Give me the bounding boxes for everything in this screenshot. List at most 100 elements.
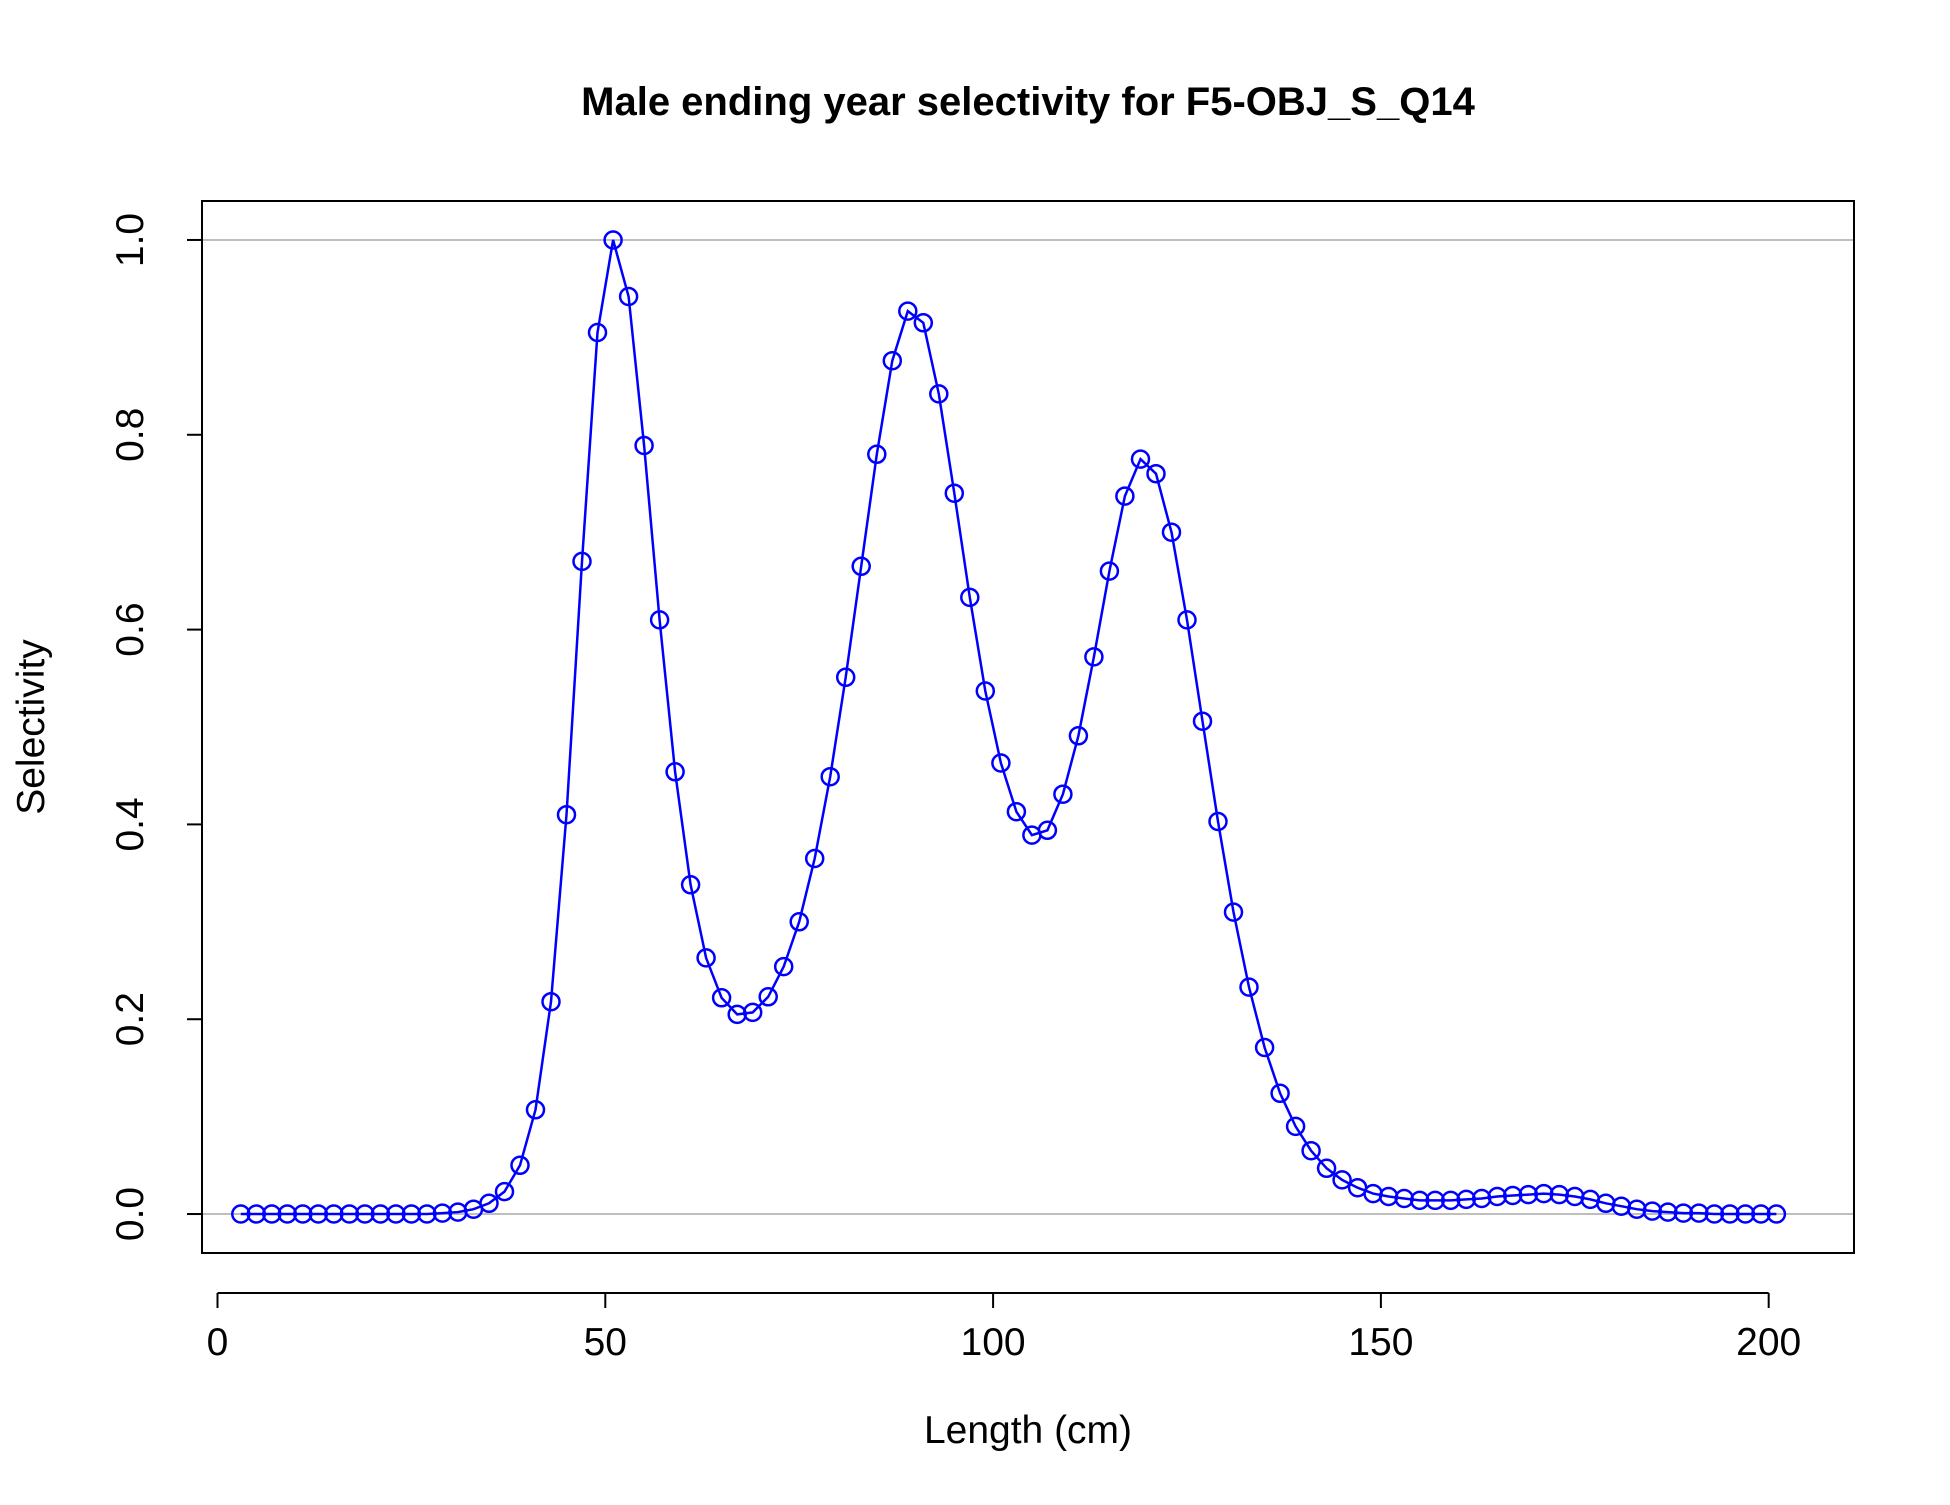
data-point xyxy=(1720,1204,1740,1224)
data-point xyxy=(913,313,934,333)
data-point xyxy=(804,848,825,869)
data-point xyxy=(680,875,701,895)
y-axis-label: Selectivity xyxy=(10,639,53,815)
data-point xyxy=(1316,1158,1337,1179)
data-point xyxy=(1658,1202,1678,1222)
data-point xyxy=(479,1193,499,1214)
data-point xyxy=(1084,647,1104,667)
data-point xyxy=(789,912,809,932)
data-point xyxy=(1735,1204,1756,1224)
data-point xyxy=(1518,1184,1539,1205)
data-point xyxy=(603,230,623,250)
data-point xyxy=(1627,1199,1647,1219)
data-point xyxy=(851,556,871,577)
data-point xyxy=(401,1204,422,1224)
chart-title: Male ending year selectivity for F5-OBJ_… xyxy=(581,80,1475,124)
data-point xyxy=(587,322,608,343)
data-point xyxy=(339,1204,360,1224)
data-point xyxy=(665,762,685,782)
data-point xyxy=(711,988,732,1008)
data-point xyxy=(525,1100,546,1120)
y-tick-label: 0.2 xyxy=(109,992,152,1046)
data-point xyxy=(386,1204,406,1224)
data-point xyxy=(1766,1204,1787,1224)
data-point xyxy=(898,301,918,321)
data-point xyxy=(991,753,1011,773)
y-tick-label: 0.8 xyxy=(109,408,152,462)
data-point xyxy=(293,1204,313,1224)
x-axis-label: Length (cm) xyxy=(924,1409,1132,1452)
data-point xyxy=(820,766,840,787)
data-point xyxy=(1254,1037,1275,1058)
data-point xyxy=(1394,1188,1414,1209)
data-point xyxy=(1161,522,1182,542)
data-point xyxy=(541,991,561,1012)
data-point xyxy=(1301,1140,1321,1161)
data-point xyxy=(1751,1204,1771,1224)
data-point xyxy=(960,587,980,608)
data-point xyxy=(1270,1083,1290,1104)
x-tick-label: 100 xyxy=(961,1321,1026,1364)
data-point xyxy=(417,1204,437,1224)
x-axis: 0 50 100 150 200 xyxy=(207,1292,1801,1364)
x-tick-label: 150 xyxy=(1348,1321,1413,1364)
data-point xyxy=(1115,486,1135,506)
data-point xyxy=(1487,1186,1507,1207)
data-point xyxy=(494,1181,515,1202)
data-point xyxy=(1099,561,1120,581)
x-tick-label: 0 xyxy=(207,1321,229,1364)
data-point xyxy=(882,350,903,371)
x-tick-label: 50 xyxy=(584,1321,627,1364)
data-point xyxy=(867,444,887,465)
data-point xyxy=(1332,1170,1352,1190)
data-point xyxy=(773,956,794,977)
data-point xyxy=(1006,801,1027,822)
data-point xyxy=(510,1155,530,1176)
data-point xyxy=(1425,1190,1445,1211)
x-tick-label: 200 xyxy=(1736,1321,1801,1364)
data-point xyxy=(277,1204,298,1224)
data-point xyxy=(1549,1184,1570,1205)
data-point xyxy=(370,1204,391,1224)
data-point xyxy=(758,987,778,1007)
y-tick-label: 0.6 xyxy=(109,602,152,656)
series-layer xyxy=(231,230,1787,1224)
data-point xyxy=(231,1204,251,1224)
data-point xyxy=(742,1002,763,1023)
data-point xyxy=(1192,711,1213,731)
data-point xyxy=(324,1204,344,1224)
data-point xyxy=(1239,977,1259,997)
data-point xyxy=(649,610,670,630)
data-point xyxy=(432,1203,453,1223)
data-point xyxy=(1130,449,1151,469)
plot-frame xyxy=(201,200,1855,1254)
data-point xyxy=(246,1204,267,1224)
data-point xyxy=(1053,784,1073,804)
data-point xyxy=(355,1204,375,1224)
series-line xyxy=(240,239,1777,1216)
reference-lines xyxy=(202,238,1854,1216)
data-point xyxy=(1037,820,1058,841)
data-point xyxy=(944,483,965,503)
data-point xyxy=(308,1204,329,1224)
y-tick-label: 0.4 xyxy=(109,797,152,851)
y-tick-label: 0.0 xyxy=(109,1187,152,1241)
data-point xyxy=(618,286,639,307)
data-point xyxy=(1502,1185,1523,1206)
data-point xyxy=(975,681,996,701)
data-point xyxy=(572,551,592,572)
data-point xyxy=(1285,1116,1306,1137)
data-point xyxy=(634,435,654,456)
data-point xyxy=(556,804,577,825)
data-point xyxy=(1456,1189,1476,1210)
data-point xyxy=(696,948,716,968)
data-point xyxy=(1642,1201,1663,1221)
data-point xyxy=(1534,1183,1554,1204)
y-axis: 0.0 0.2 0.4 0.6 0.8 1.0 xyxy=(109,213,203,1241)
data-point xyxy=(1689,1203,1709,1223)
data-point xyxy=(1704,1204,1725,1224)
data-point xyxy=(1208,811,1228,832)
data-point xyxy=(1223,902,1244,922)
